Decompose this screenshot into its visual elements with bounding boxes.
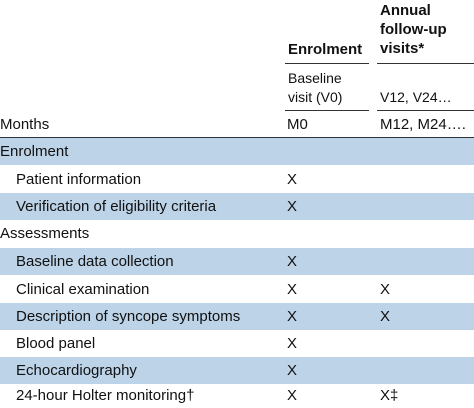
subheader-rule-enrolment (285, 110, 369, 111)
row-label: Echocardiography (16, 362, 137, 379)
table-row: Blood panel X (0, 330, 474, 357)
table-row: Patient information X (0, 166, 474, 193)
subheader-baseline-line-1: Baseline (288, 70, 342, 86)
header-annual-line-3: visits* (380, 40, 425, 57)
months-rule (0, 137, 474, 138)
row-enrolment-mark: X (287, 198, 298, 215)
subheader-followup-visits: V12, V24… (380, 89, 452, 105)
table-row: Verification of eligibility criteria X (0, 193, 474, 220)
row-followup-mark: X (380, 308, 391, 325)
header-rule-enrolment (285, 63, 369, 64)
months-followup: M12, M24…. (380, 116, 466, 133)
section-header-assessments: Assessments (0, 220, 474, 247)
table-row: Description of syncope symptoms X X (0, 303, 474, 330)
row-enrolment-mark: X (287, 335, 298, 352)
row-label: 24-hour Holter monitoring† (16, 387, 195, 404)
subheader-baseline-line-2: visit (V0) (288, 89, 343, 105)
row-label: Clinical examination (16, 281, 150, 298)
header-annual-line-1: Annual (380, 2, 431, 19)
header-enrolment: Enrolment (288, 41, 363, 58)
row-label: Patient information (16, 171, 142, 188)
months-enrolment: M0 (287, 116, 308, 133)
section-title: Assessments (0, 225, 90, 242)
row-label: Baseline data collection (16, 253, 174, 270)
row-enrolment-mark: X (287, 362, 298, 379)
table-row: 24-hour Holter monitoring† X X‡ (0, 383, 474, 408)
row-enrolment-mark: X (287, 171, 298, 188)
row-enrolment-mark: X (287, 387, 298, 404)
row-label: Blood panel (16, 335, 96, 352)
header-annual-line-2: follow-up (380, 21, 447, 38)
subheader-baseline-visit: Baseline visit (V0) (288, 69, 342, 107)
months-row: Months M0 M12, M24…. (0, 111, 474, 138)
subheader-rule-annual (377, 110, 474, 111)
table-row: Clinical examination X X (0, 276, 474, 303)
row-followup-mark: X‡ (380, 387, 399, 404)
row-label: Verification of eligibility criteria (16, 198, 217, 215)
row-label: Description of syncope symptoms (16, 308, 241, 325)
header-rule-annual (377, 63, 474, 64)
section-header-enrolment: Enrolment (0, 138, 474, 165)
table-row: Echocardiography X (0, 357, 474, 384)
row-enrolment-mark: X (287, 253, 298, 270)
row-enrolment-mark: X (287, 308, 298, 325)
table-row: Baseline data collection X (0, 248, 474, 275)
header-annual-follow-up: Annual follow-up visits* (380, 1, 474, 58)
row-enrolment-mark: X (287, 281, 298, 298)
section-title: Enrolment (0, 143, 69, 160)
row-followup-mark: X (380, 281, 391, 298)
months-label: Months (0, 116, 50, 133)
